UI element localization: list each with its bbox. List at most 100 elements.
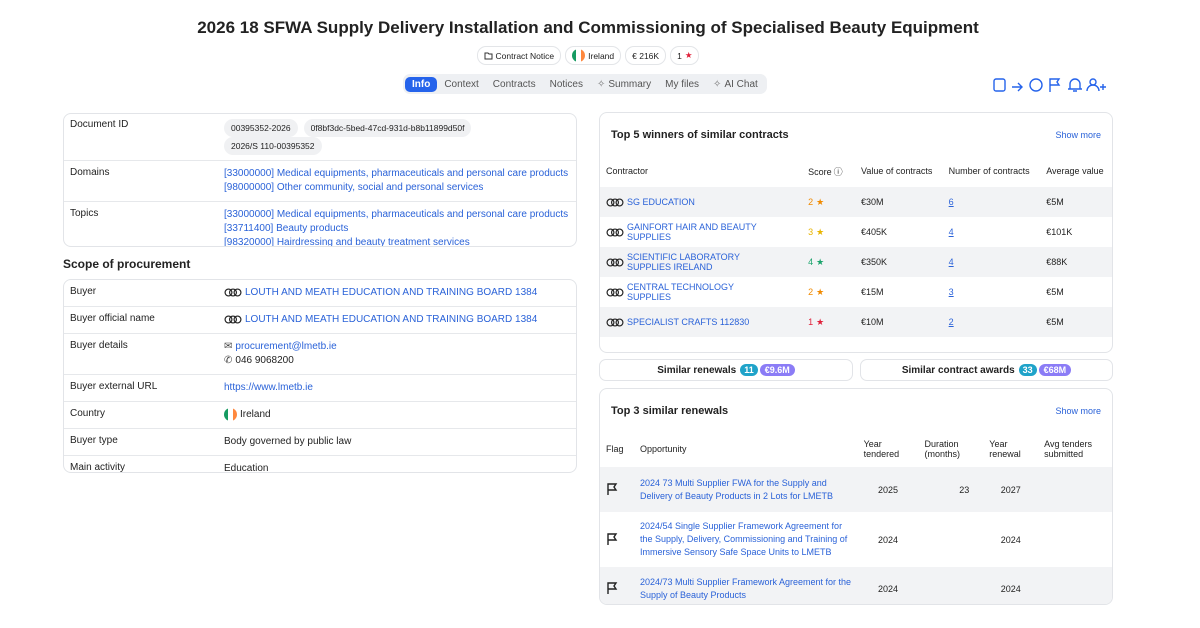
code-link[interactable]: [33000000] Medical equipments, pharmaceu…: [224, 209, 569, 220]
url-link[interactable]: https://www.lmetb.ie: [224, 382, 313, 393]
duration: 23: [918, 467, 984, 512]
scope-row: Buyer details ✉ procurement@lmetb.ie ✆ 046 9…: [64, 334, 576, 375]
flag-icon[interactable]: [606, 482, 618, 496]
phone-text: 046 9068200: [235, 355, 294, 366]
opportunity-cell[interactable]: 2024 73 Multi Supplier FWA for the Suppl…: [633, 467, 858, 512]
email-text: procurement@lmetb.ie: [235, 341, 337, 352]
row-label: Buyer type: [70, 435, 118, 447]
badges: Contract Notice Ireland € 216K 1 ★: [0, 46, 1176, 65]
row-label: Topics: [70, 208, 99, 219]
show-more[interactable]: Show more: [1055, 406, 1101, 416]
tab[interactable]: ✧ AI Chat: [706, 77, 765, 92]
tab[interactable]: Info: [405, 76, 438, 92]
average-cell: €88K: [1040, 247, 1112, 277]
flag-icon[interactable]: [606, 532, 618, 546]
show-more[interactable]: Show more: [1055, 130, 1101, 140]
year-tendered: 2024: [857, 567, 919, 604]
country: Ireland: [224, 408, 576, 422]
tab[interactable]: ✧ Summary: [590, 77, 658, 92]
star-icon: ★: [816, 196, 825, 207]
score-cell: 2 ★: [802, 187, 855, 217]
org-icon: [606, 317, 624, 327]
contractor-cell: CENTRAL TECHNOLOGY SUPPLIES: [600, 277, 802, 307]
summary-count: 33: [1018, 364, 1037, 376]
bell-icon[interactable]: [1068, 78, 1082, 92]
email[interactable]: ✉ procurement@lmetb.ie: [224, 340, 576, 354]
code-link[interactable]: [98320000] Hairdressing and beauty treat…: [224, 237, 470, 247]
score: 3: [808, 226, 814, 237]
buyer-link[interactable]: LOUTH AND MEATH EDUCATION AND TRAINING B…: [224, 286, 576, 300]
code-link[interactable]: [98000000] Other community, social and p…: [224, 182, 484, 193]
org-name: LOUTH AND MEATH EDUCATION AND TRAINING B…: [245, 314, 538, 325]
score: 4: [808, 256, 814, 267]
star-icon: ★: [816, 316, 825, 327]
phone: ✆ 046 9068200: [224, 354, 576, 368]
share-icon[interactable]: [1012, 82, 1023, 92]
tab[interactable]: Contracts: [486, 77, 543, 92]
average-cell: €5M: [1046, 287, 1064, 297]
contracts-link[interactable]: 2: [948, 317, 954, 327]
code-link[interactable]: [33711400] Beauty products: [224, 223, 349, 234]
tab-label: Contracts: [492, 78, 536, 90]
card-header: Top 3 similar renewals Show more: [600, 389, 1112, 423]
id-pill: 00395352-2026: [224, 119, 298, 137]
contractor-name: GAINFORT HAIR AND BEAUTY SUPPLIES: [627, 222, 757, 242]
summary-button[interactable]: Similar renewals 11 €9.6M: [599, 359, 853, 381]
flag-stripe: [224, 408, 229, 421]
column-header: Year renewal: [983, 431, 1038, 467]
mail-icon: ✉: [224, 341, 233, 352]
score-cell: 4 ★: [802, 247, 855, 277]
contractor-name: SCIENTIFIC LABORATORY SUPPLIES IRELAND: [627, 252, 740, 272]
contracts-link[interactable]: 3: [948, 287, 954, 297]
edit-icon[interactable]: [993, 78, 1006, 92]
contractor-link[interactable]: CENTRAL TECHNOLOGY SUPPLIES: [606, 282, 796, 302]
text-value: Body governed by public law: [224, 436, 352, 448]
tab[interactable]: My files: [658, 77, 706, 92]
info-row: Document ID 00395352-2026 0f8bf3dc-5bed-47…: [64, 114, 576, 161]
flag-cell: [600, 467, 634, 512]
info-row: Domains [33000000] Medical equipments, ph…: [64, 161, 576, 202]
contractor-link[interactable]: SCIENTIFIC LABORATORY SUPPLIES IRELAND: [606, 252, 796, 272]
org-icon: [224, 288, 242, 297]
folder-icon: [484, 52, 493, 59]
flag-icon[interactable]: [1049, 78, 1061, 92]
contractor-link[interactable]: GAINFORT HAIR AND BEAUTY SUPPLIES: [606, 222, 796, 242]
text-value: Education: [224, 463, 269, 473]
row-value: LOUTH AND MEATH EDUCATION AND TRAINING B…: [224, 286, 576, 300]
year-tendered: 2025: [857, 467, 919, 512]
flag-icon[interactable]: [606, 581, 618, 595]
comment-icon[interactable]: [1029, 78, 1043, 92]
contractor-cell: SPECIALIST CRAFTS 112830: [600, 307, 803, 337]
row-value: https://www.lmetb.ie: [224, 381, 576, 395]
value-cell: €405K: [861, 227, 888, 237]
contractor-link[interactable]: SPECIALIST CRAFTS 112830: [606, 317, 796, 327]
flag-stripe: [232, 408, 237, 421]
tab[interactable]: Context: [437, 77, 485, 92]
column-label: Year tendered: [863, 439, 900, 459]
id-pill: 0f8bf3dc-5bed-47cd-931d-b8b11899d50f: [303, 119, 472, 137]
star-icon: ★: [816, 286, 825, 297]
org-icon: [224, 315, 242, 324]
year-renewal: 2024: [1000, 534, 1021, 545]
summary-button[interactable]: Similar contract awards 33 €68M: [860, 359, 1113, 381]
column-header: Year tendered: [858, 431, 919, 467]
add-user-icon[interactable]: [1089, 78, 1097, 86]
opportunity-cell[interactable]: 2024/54 Single Supplier Framework Agreem…: [639, 521, 848, 557]
renewal-row: 2024/54 Single Supplier Framework Agreem…: [600, 512, 1112, 567]
contractor-link[interactable]: SG EDUCATION: [606, 197, 796, 207]
opportunity-cell[interactable]: 2024/73 Multi Supplier Framework Agreeme…: [633, 567, 858, 604]
contracts-link[interactable]: 4: [948, 227, 954, 237]
scope-title: Scope of procurement: [63, 257, 191, 271]
phone-icon: ✆: [224, 355, 233, 366]
tab[interactable]: Notices: [543, 77, 590, 92]
summary-label: Similar renewals: [657, 364, 737, 376]
contracts-link[interactable]: 6: [948, 197, 954, 207]
contracts-link[interactable]: 4: [948, 257, 954, 267]
tab-label: Info: [412, 78, 431, 90]
average-cell: €5M: [1040, 187, 1112, 217]
code-link[interactable]: [33000000] Medical equipments, pharmaceu…: [224, 168, 569, 179]
row-value: [33000000] Medical equipments, pharmaceu…: [224, 167, 576, 195]
buyer-link[interactable]: LOUTH AND MEATH EDUCATION AND TRAINING B…: [224, 313, 576, 327]
column-label: Opportunity: [639, 444, 687, 454]
average-cell: €101K: [1046, 227, 1073, 237]
